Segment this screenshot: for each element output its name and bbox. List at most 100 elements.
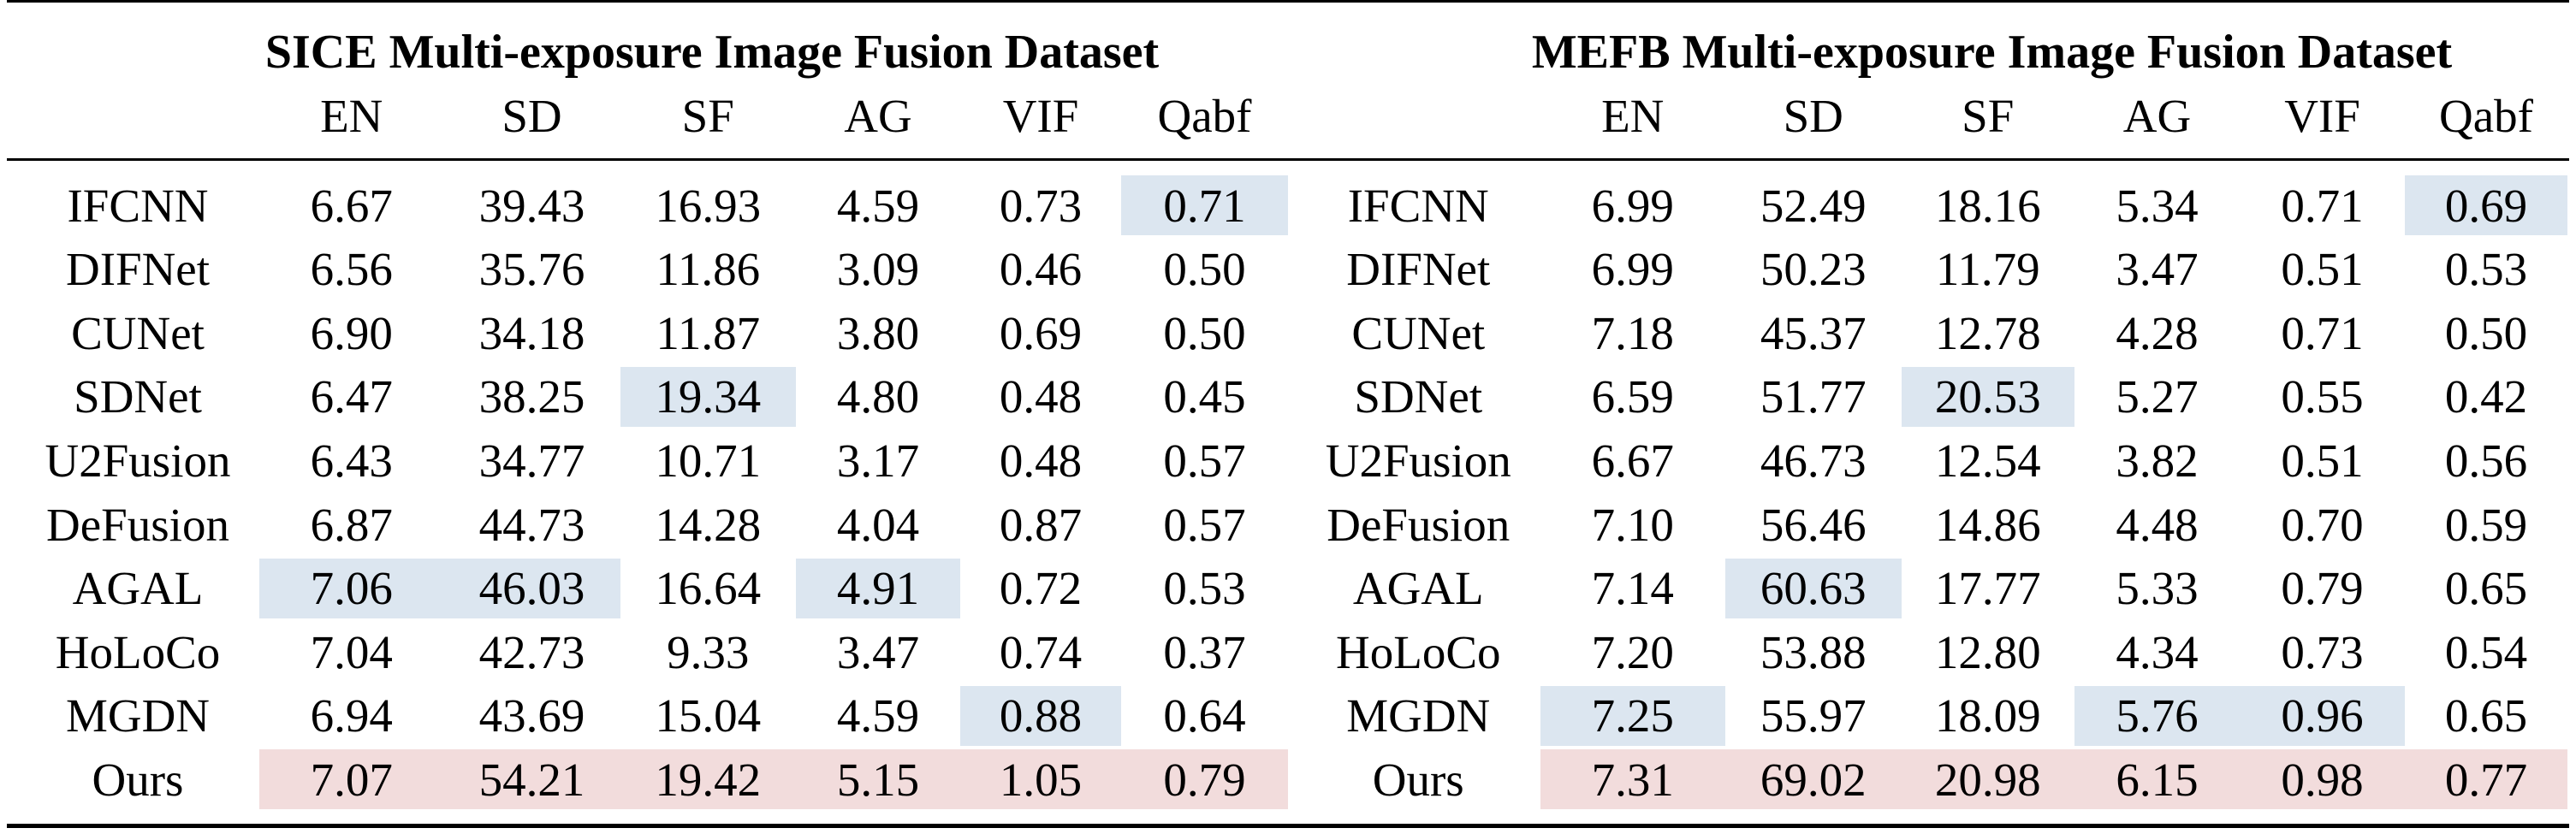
- metric-value: 6.90: [310, 306, 393, 359]
- metric-value: 6.87: [310, 498, 393, 551]
- metric-value: 45.37: [1760, 306, 1867, 359]
- metric-value: 0.88: [960, 685, 1121, 746]
- method-name: MGDN: [65, 689, 211, 742]
- metric-value: 4.48: [2116, 498, 2199, 551]
- metric-value: 54.21: [443, 749, 620, 810]
- metric-value: 0.51: [2281, 243, 2364, 296]
- metric-value: 6.67: [1591, 434, 1674, 487]
- metric-value: 4.91: [796, 558, 960, 618]
- method-name: IFCNN: [67, 179, 209, 232]
- metric-value: 0.98: [2240, 749, 2405, 810]
- method-name: SDNet: [74, 370, 202, 423]
- metric-value: 4.04: [836, 498, 920, 551]
- method-name: DeFusion: [46, 498, 229, 551]
- metric-value: 11.86: [656, 243, 761, 296]
- metric-value: 6.59: [1591, 370, 1674, 423]
- metric-value: 15.04: [655, 689, 762, 742]
- metric-value: 9.33: [667, 625, 750, 678]
- method-name: U2Fusion: [45, 434, 231, 487]
- top-rule: [7, 0, 2569, 3]
- metric-value: 4.28: [2116, 306, 2199, 359]
- metric-value: 6.94: [310, 689, 393, 742]
- metric-value: 4.34: [2116, 625, 2199, 678]
- column-header: EN: [1601, 89, 1665, 142]
- method-name: CUNet: [1351, 306, 1486, 359]
- metric-value: 18.16: [1934, 179, 2041, 232]
- metric-value: 0.48: [999, 434, 1083, 487]
- metric-value: 0.71: [1121, 175, 1288, 235]
- metric-value: 0.50: [2444, 306, 2528, 359]
- method-name: Ours: [92, 753, 184, 806]
- metric-value: 19.42: [620, 749, 796, 810]
- metric-value: 38.25: [478, 370, 585, 423]
- section-title: SICE Multi-exposure Image Fusion Dataset: [264, 26, 1160, 79]
- metric-value: 7.04: [310, 625, 393, 678]
- metric-value: 43.69: [478, 689, 585, 742]
- metric-value: 0.74: [999, 625, 1083, 678]
- column-header: SD: [502, 89, 562, 142]
- method-name: AGAL: [1352, 562, 1484, 615]
- column-header: VIF: [2284, 89, 2360, 142]
- metric-value: 34.18: [478, 306, 585, 359]
- column-header: AG: [2122, 89, 2192, 142]
- metric-value: 5.33: [2116, 562, 2199, 615]
- metric-value: 10.71: [655, 434, 762, 487]
- metric-value: 20.98: [1901, 749, 2074, 810]
- metric-value: 0.53: [1163, 562, 1246, 615]
- metric-value: 3.17: [836, 434, 920, 487]
- metric-value: 20.53: [1901, 366, 2074, 427]
- metric-value: 52.49: [1760, 179, 1867, 232]
- metric-value: 6.99: [1591, 243, 1674, 296]
- metric-value: 6.43: [310, 434, 393, 487]
- method-name: IFCNN: [1347, 179, 1489, 232]
- metric-value: 4.59: [836, 179, 920, 232]
- metric-value: 7.14: [1591, 562, 1674, 615]
- metric-value: 5.34: [2116, 179, 2199, 232]
- metric-value: 6.56: [310, 243, 393, 296]
- metric-value: 3.82: [2116, 434, 2199, 487]
- metric-value: 17.77: [1934, 562, 2041, 615]
- metric-value: 16.93: [655, 179, 762, 232]
- metric-value: 0.71: [2281, 179, 2364, 232]
- bottom-rule: [7, 824, 2569, 828]
- metric-value: 0.79: [1121, 749, 1288, 810]
- metric-value: 7.31: [1540, 749, 1725, 810]
- column-header: SF: [681, 89, 734, 142]
- metric-value: 39.43: [478, 179, 585, 232]
- metric-value: 7.25: [1540, 685, 1725, 746]
- metric-value: 50.23: [1760, 243, 1867, 296]
- metric-value: 51.77: [1760, 370, 1867, 423]
- metric-value: 3.09: [836, 243, 920, 296]
- metric-value: 0.96: [2240, 685, 2405, 746]
- header-rule: [7, 158, 2569, 161]
- metric-value: 5.76: [2074, 685, 2240, 746]
- metric-value: 46.73: [1760, 434, 1867, 487]
- column-header: EN: [320, 89, 383, 142]
- metric-value: 6.15: [2074, 749, 2240, 810]
- metric-value: 12.54: [1934, 434, 2041, 487]
- column-header: Qabf: [2439, 89, 2533, 142]
- metric-value: 0.55: [2281, 370, 2364, 423]
- method-name: U2Fusion: [1325, 434, 1511, 487]
- metric-value: 7.10: [1591, 498, 1674, 551]
- metric-value: 14.28: [655, 498, 762, 551]
- metric-value: 42.73: [478, 625, 585, 678]
- metric-value: 0.59: [2444, 498, 2528, 551]
- metric-value: 0.46: [999, 243, 1083, 296]
- metric-value: 0.65: [2444, 562, 2528, 615]
- metric-value: 0.57: [1163, 498, 1246, 551]
- method-name: Ours: [1372, 753, 1464, 806]
- metric-value: 0.73: [999, 179, 1083, 232]
- metric-value: 3.80: [836, 306, 920, 359]
- metric-value: 0.57: [1163, 434, 1246, 487]
- metric-value: 14.86: [1934, 498, 2041, 551]
- method-name: HoLoCo: [55, 625, 221, 678]
- metric-value: 56.46: [1760, 498, 1867, 551]
- metric-value: 0.79: [2281, 562, 2364, 615]
- column-header: SD: [1783, 89, 1843, 142]
- metric-value: 0.65: [2444, 689, 2528, 742]
- metric-value: 7.06: [259, 558, 444, 618]
- metric-value: 34.77: [478, 434, 585, 487]
- metric-value: 0.71: [2281, 306, 2364, 359]
- metric-value: 1.05: [960, 749, 1121, 810]
